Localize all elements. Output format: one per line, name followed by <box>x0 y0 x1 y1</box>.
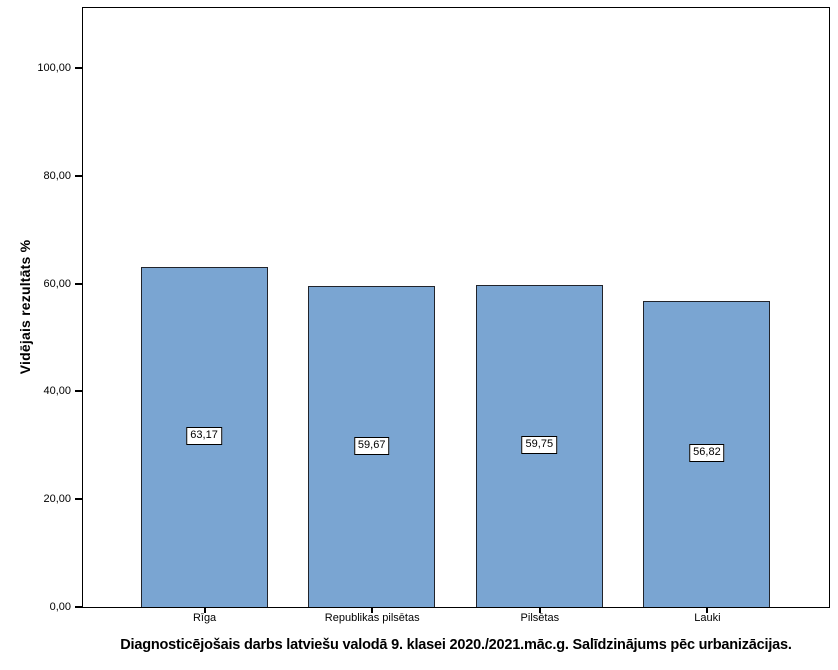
x-tick-mark <box>706 608 709 613</box>
y-tick-mark <box>75 174 82 177</box>
x-category-label: Republikas pilsētas <box>324 612 420 624</box>
y-tick-mark <box>75 497 82 500</box>
x-tick-mark <box>371 608 374 613</box>
bar-value-label: 63,17 <box>186 427 222 445</box>
x-category-label: Lauki <box>694 612 721 624</box>
chart-title: Diagnosticējošais darbs latviešu valodā … <box>120 637 792 653</box>
x-category-label: Rīga <box>192 612 217 624</box>
x-tick-mark <box>203 608 206 613</box>
y-tick-label: 60,00 <box>43 277 71 290</box>
y-tick-mark <box>75 605 82 608</box>
x-tick-mark <box>538 608 541 613</box>
y-tick-mark <box>75 282 82 285</box>
y-tick-mark <box>75 390 82 393</box>
bar-value-label: 56,82 <box>689 444 725 462</box>
bar-value-label: 59,67 <box>353 436 390 455</box>
y-tick-mark <box>75 67 82 70</box>
y-axis-title: Vidējais rezultāts % <box>17 239 33 375</box>
y-tick-label: 100,00 <box>37 62 71 75</box>
y-tick-label: 40,00 <box>43 385 71 398</box>
y-tick-label: 0,00 <box>49 600 71 613</box>
plot-area: 63,17 59,67 59,75 56,82 <box>82 7 830 608</box>
bar-value-label: 59,75 <box>521 436 558 454</box>
y-tick-label: 80,00 <box>43 169 71 182</box>
x-category-label: Pilsētas <box>520 612 560 624</box>
y-tick-label: 20,00 <box>43 492 71 505</box>
